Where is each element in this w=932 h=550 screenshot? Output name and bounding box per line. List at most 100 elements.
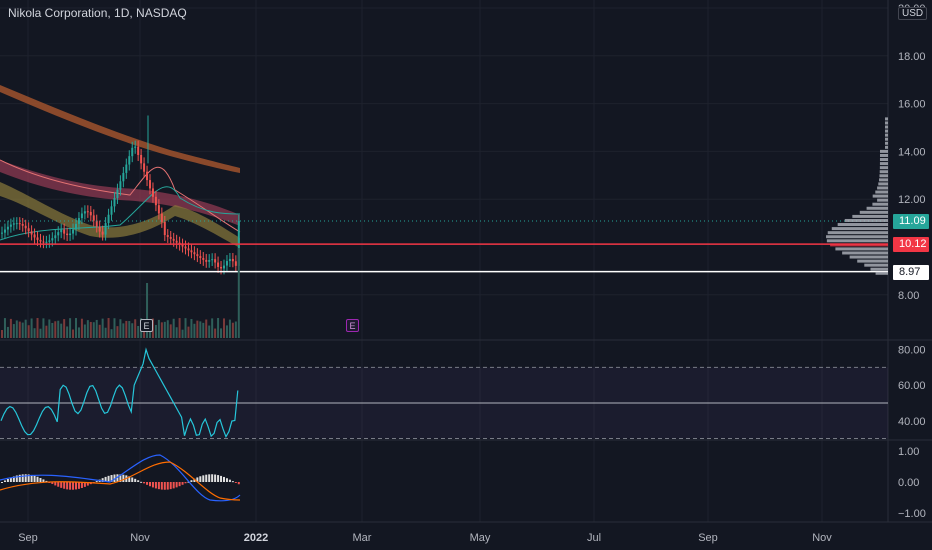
macd-histogram-bar: [181, 482, 184, 485]
volume-bar: [60, 323, 63, 338]
volume-profile-bar: [835, 247, 888, 251]
earnings-marker-past[interactable]: E: [140, 319, 153, 332]
candle-body: [101, 231, 104, 235]
macd-histogram-bar: [134, 478, 137, 482]
macd-histogram-bar: [234, 482, 237, 483]
macd-histogram-bar: [196, 477, 199, 482]
candle-body: [128, 156, 131, 165]
candle-body: [18, 223, 21, 225]
volume-profile-bar: [866, 206, 888, 210]
candle-body: [184, 246, 187, 249]
macd-histogram-bar: [1, 482, 3, 483]
candle-body: [169, 236, 172, 239]
volume-bar: [66, 326, 69, 338]
last-price-tag: 11.09: [893, 213, 929, 229]
volume-profile-bar: [857, 259, 888, 263]
macd-histogram-bar: [214, 474, 217, 482]
candle-body: [223, 265, 225, 269]
macd-histogram-bar: [36, 476, 39, 482]
candle-body: [63, 229, 66, 234]
candle-body: [190, 250, 193, 253]
macd-histogram-bar: [104, 476, 107, 482]
macd-histogram-bar: [6, 478, 9, 482]
volume-bar: [86, 320, 89, 338]
volume-bar: [208, 325, 211, 338]
macd-histogram-bar: [160, 482, 163, 490]
macd-histogram-bar: [101, 478, 104, 482]
candle-body: [9, 224, 12, 227]
volume-profile-bar: [842, 251, 888, 255]
volume-bar: [214, 328, 217, 338]
volume-bar: [77, 327, 80, 338]
volume-bar: [104, 327, 107, 338]
candle-body: [27, 228, 30, 232]
macd-histogram-bar: [75, 482, 77, 490]
macd-histogram-bar: [119, 474, 122, 482]
macd-histogram-bar: [184, 482, 187, 484]
price-axis-label: 14.00: [898, 146, 926, 158]
candle-body: [39, 239, 42, 242]
volume-bar: [72, 329, 75, 338]
volume-bar: [101, 318, 104, 338]
volume-bar: [163, 321, 166, 338]
currency-button[interactable]: USD: [898, 7, 928, 20]
candle-body: [72, 229, 75, 234]
symbol-title[interactable]: Nikola Corporation, 1D, NASDAQ: [8, 6, 187, 20]
macd-histogram-bar: [193, 478, 196, 482]
volume-bar: [181, 329, 184, 338]
macd-histogram-bar: [225, 478, 228, 482]
macd-histogram-bar: [18, 474, 21, 482]
volume-bar: [48, 319, 51, 338]
macd-axis-label: −1.00: [898, 508, 926, 520]
volume-bar: [187, 326, 190, 338]
candle-body: [69, 233, 72, 236]
volume-bar: [3, 318, 6, 338]
volume-bar: [15, 320, 18, 338]
price-axis-label: 8.00: [898, 290, 919, 302]
candle-body: [175, 240, 178, 243]
long-ma-ribbon: [0, 85, 240, 173]
time-axis-label: Jul: [587, 532, 601, 544]
macd-histogram-bar: [86, 482, 89, 486]
candle-body: [75, 223, 77, 230]
volume-bar: [149, 327, 151, 338]
macd-axis-label: 0.00: [898, 477, 919, 489]
earnings-marker-upcoming[interactable]: E: [346, 319, 359, 332]
candle-body: [33, 234, 36, 238]
volume-bar: [21, 322, 24, 338]
candle-body: [140, 154, 143, 164]
macd-histogram-bar: [208, 474, 211, 482]
candle-body: [83, 211, 86, 214]
candle-body: [202, 257, 205, 260]
candle-body: [199, 256, 202, 258]
volume-bar: [237, 248, 240, 338]
volume-bar: [45, 325, 48, 338]
macd-histogram-bar: [231, 481, 234, 483]
time-axis-label: Mar: [353, 532, 372, 544]
macd-histogram-bar: [199, 476, 202, 482]
volume-profile-bar: [879, 166, 888, 170]
volume-bar: [113, 318, 116, 338]
volume-profile-bar: [885, 125, 888, 129]
candle-body: [154, 196, 157, 206]
macd-histogram-bar: [217, 475, 220, 482]
volume-bar: [143, 329, 146, 338]
macd-histogram-bar: [110, 475, 113, 482]
macd-histogram-bar: [72, 482, 75, 490]
candle-body: [151, 188, 154, 197]
macd-histogram-bar: [57, 482, 60, 487]
volume-profile-bar: [875, 190, 888, 194]
candle-body: [228, 258, 231, 262]
volume-bar: [234, 321, 237, 338]
macd-histogram-bar: [45, 480, 48, 482]
volume-profile-bar: [830, 243, 888, 247]
macd-histogram-bar: [95, 481, 98, 483]
resistance-price-tag: 10.12: [893, 237, 929, 253]
macd-histogram-bar: [146, 482, 149, 485]
time-axis-label: 2022: [244, 532, 268, 544]
candle-body: [160, 213, 163, 222]
candle-body: [48, 240, 51, 242]
macd-histogram-bar: [42, 479, 45, 482]
candle-body: [66, 233, 69, 236]
